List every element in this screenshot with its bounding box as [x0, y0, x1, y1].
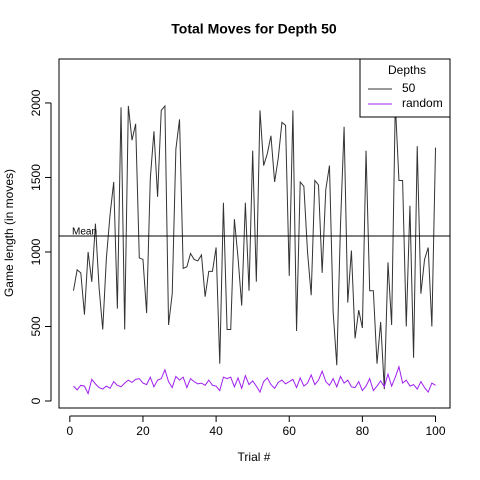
- x-tick-label: 80: [356, 424, 370, 438]
- y-tick-label: 1500: [29, 164, 43, 191]
- y-tick-label: 500: [29, 316, 43, 336]
- x-tick-label: 20: [136, 424, 150, 438]
- y-tick-label: 2000: [29, 89, 43, 116]
- x-axis-label: Trial #: [238, 450, 271, 464]
- x-tick-label: 60: [283, 424, 297, 438]
- legend-title: Depths: [388, 63, 426, 77]
- series-line: [73, 364, 436, 395]
- chart-title: Total Moves for Depth 50: [171, 21, 337, 37]
- x-tick-label: 40: [209, 424, 223, 438]
- legend-label: 50: [402, 81, 416, 95]
- series-line: [72, 102, 437, 390]
- legend-label: random: [402, 96, 443, 110]
- mean-label: Mean: [72, 227, 97, 238]
- x-tick-label: 0: [66, 424, 73, 438]
- y-tick-label: 1000: [29, 238, 43, 265]
- y-axis-label: Game length (in moves): [2, 169, 16, 297]
- x-tick-label: 100: [426, 424, 446, 438]
- legend-box: [359, 58, 451, 118]
- y-tick-label: 0: [29, 397, 43, 404]
- plot-frame: [58, 58, 451, 409]
